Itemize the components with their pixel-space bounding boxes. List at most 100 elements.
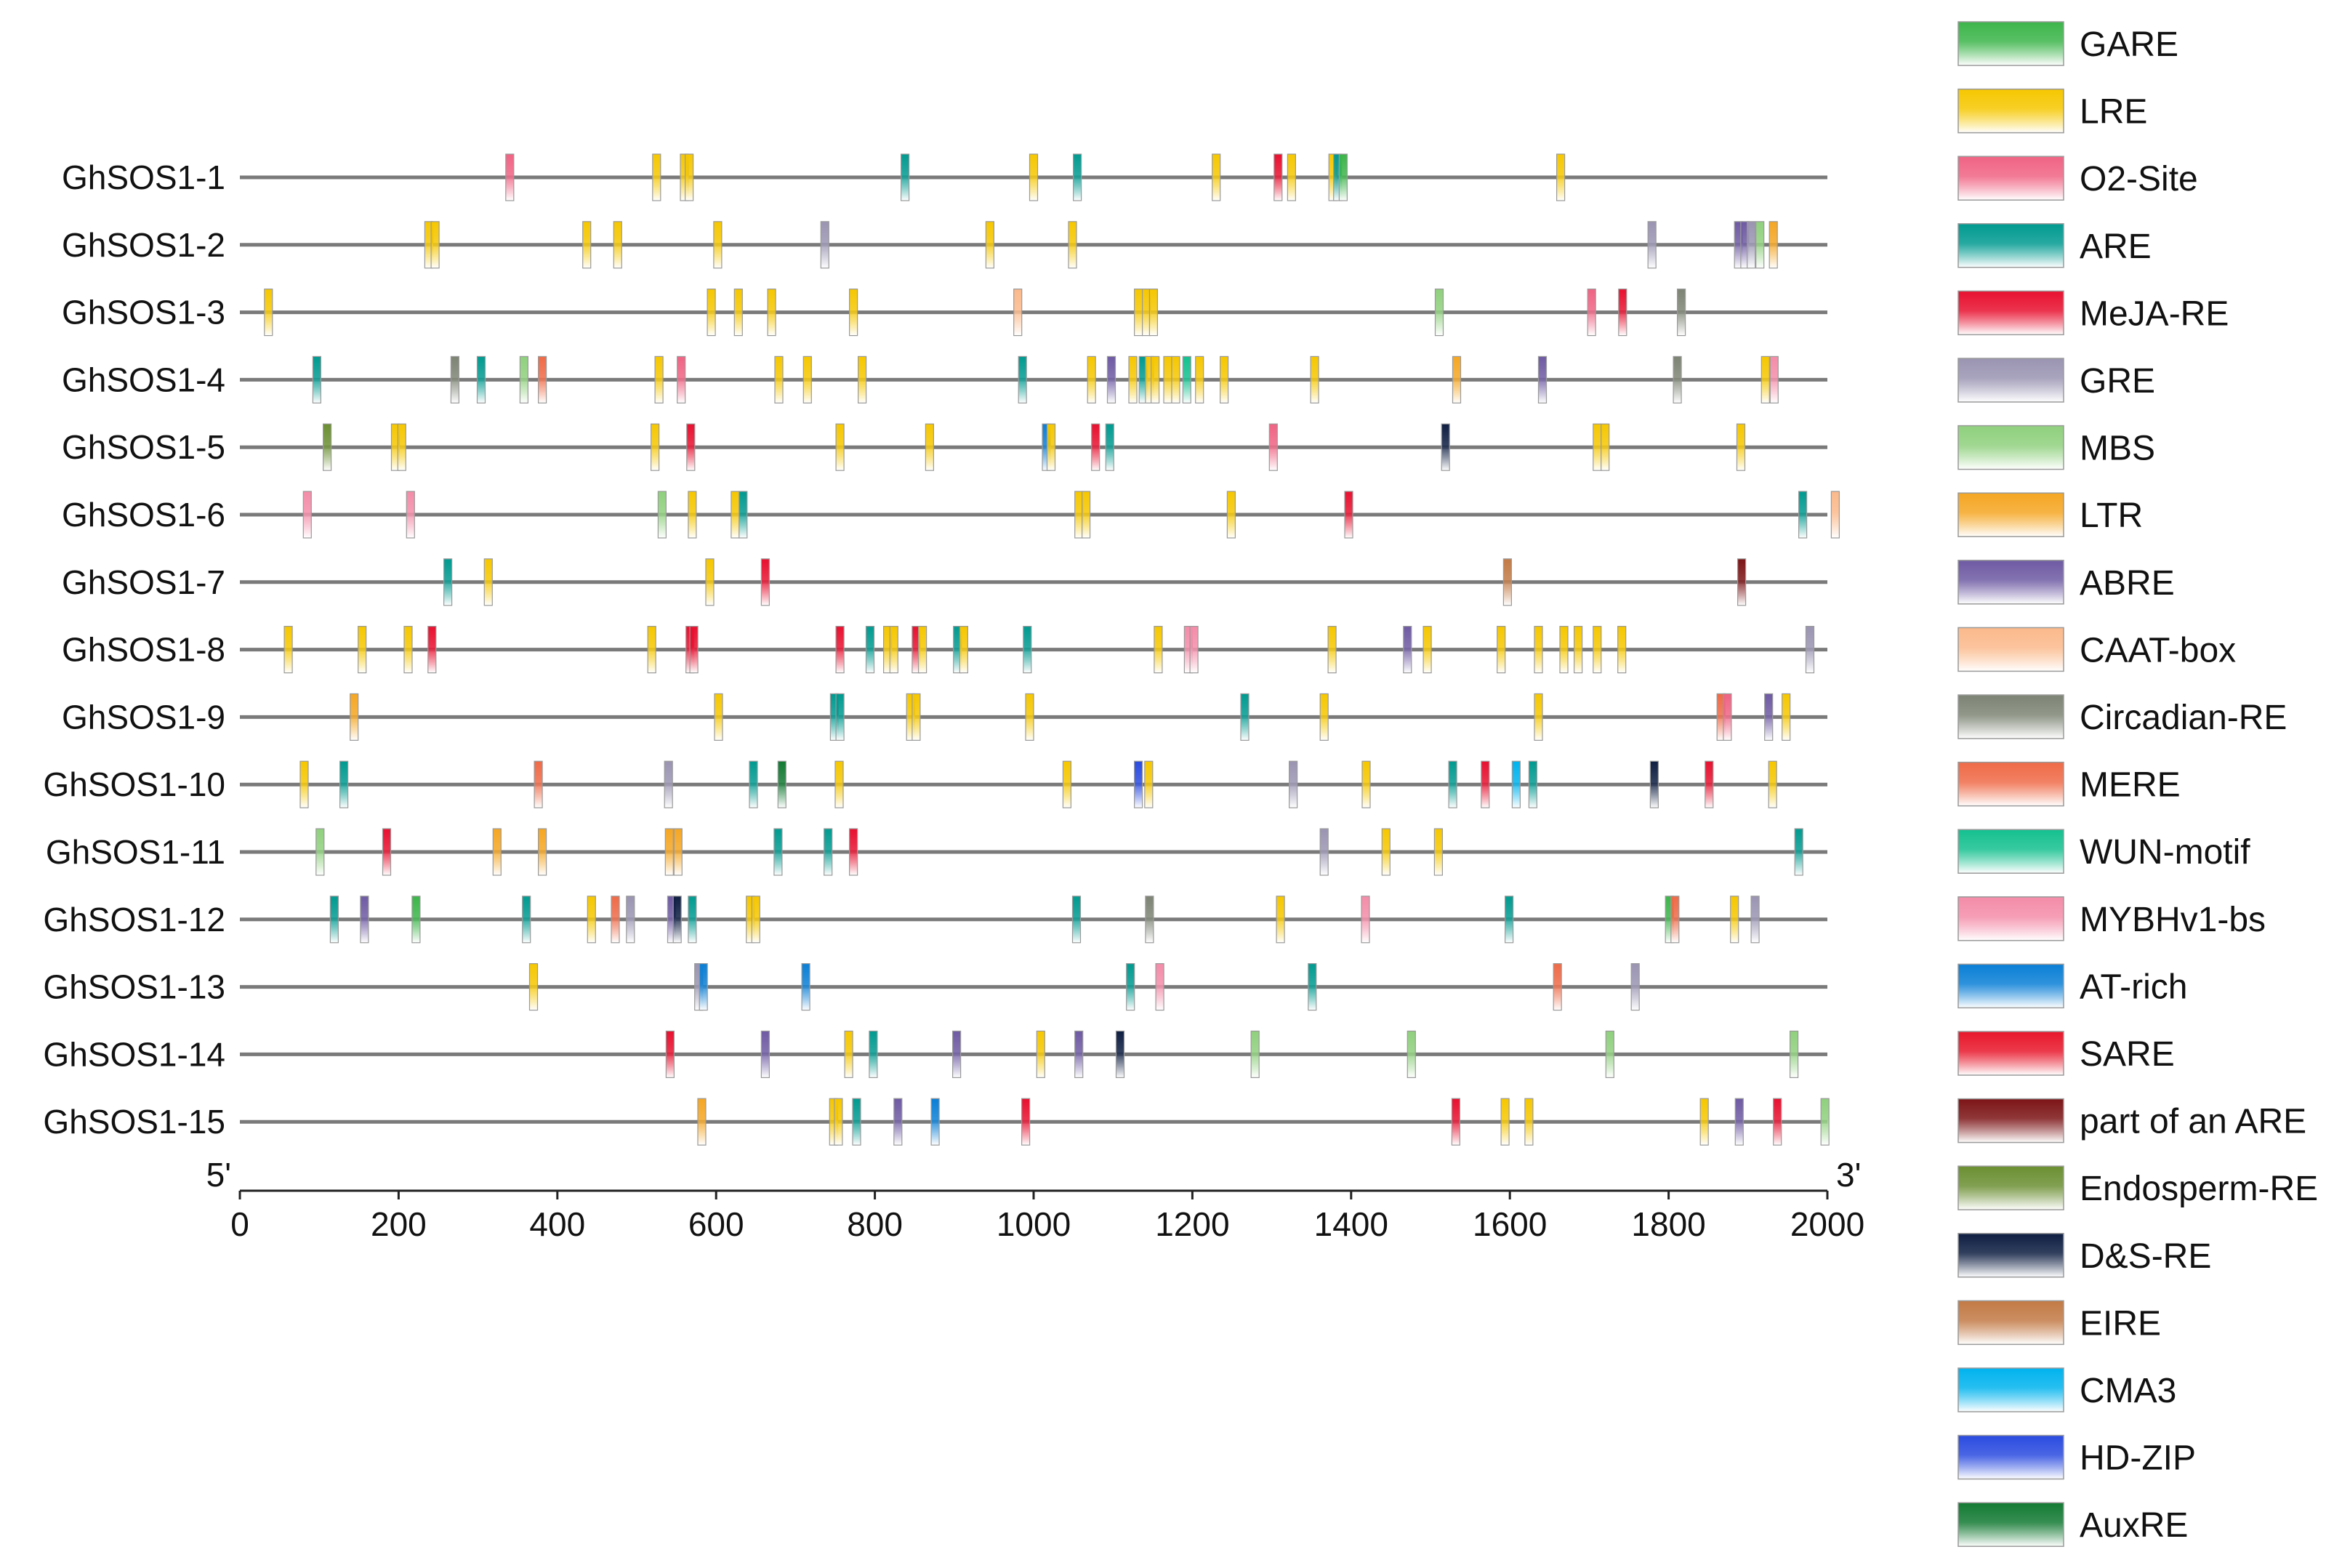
element-mark-gre: GRE @ 1758 bbox=[1630, 962, 1640, 1011]
legend-item-lre: LRE bbox=[1957, 88, 2147, 134]
element-mark-meja-re: MeJA-RE @ 1397 bbox=[1344, 491, 1353, 539]
gene-label: GhSOS1-10 bbox=[43, 765, 225, 803]
legend-label: MeJA-RE bbox=[2080, 294, 2229, 333]
element-mark-are: ARE @ 838 bbox=[900, 153, 910, 201]
legend-item-abre: ABRE bbox=[1957, 560, 2175, 605]
element-mark-mbs: MBS @ 1726 bbox=[1605, 1030, 1614, 1079]
gene-row-ghsos1-6: GhSOS1-6 MYBHv1-bs @ 85 MYBHv1-bs @ 215 MBS… bbox=[62, 491, 1840, 539]
element-mark-abre: ABRE @ 1926 bbox=[1764, 693, 1774, 741]
element-mark-are: ARE @ 361 bbox=[522, 896, 531, 944]
element-mark-lre: LRE @ 1720 bbox=[1601, 423, 1610, 471]
element-mark-are: ARE @ 570 bbox=[688, 896, 697, 944]
element-mark-lre: LRE @ 1510 bbox=[1433, 828, 1444, 876]
element-mark-lre: LRE @ 1496 bbox=[1422, 625, 1432, 674]
element-mark-lre: LRE @ 1594 bbox=[1500, 1098, 1510, 1146]
element-mark-lre: LRE @ 1325 bbox=[1287, 153, 1297, 201]
element-mark-lre: LRE @ 756 bbox=[835, 423, 845, 471]
element-mark-are: ARE @ 1055 bbox=[1072, 153, 1082, 201]
legend-label: MERE bbox=[2080, 766, 2181, 805]
legend-label: D&S-RE bbox=[2080, 1237, 2211, 1276]
element-mark-mbs: MBS @ 532 bbox=[657, 491, 667, 539]
element-mark-gre: GRE @ 737 bbox=[820, 221, 829, 269]
element-mark-are: ARE @ 634 bbox=[739, 491, 748, 539]
gene-label: GhSOS1-13 bbox=[43, 968, 225, 1006]
element-mark-mbs: MBS @ 101 bbox=[315, 828, 325, 876]
legend-swatch bbox=[1957, 223, 2064, 268]
legend-label: ARE bbox=[2080, 228, 2152, 266]
gene-row-ghsos1-8: GhSOS1-8 LRE @ 61 LRE @ 154 LRE @ 212 MeJA-R… bbox=[62, 625, 1827, 674]
element-mark-lre: LRE @ 566 bbox=[684, 153, 694, 201]
element-mark-ltr: LTR @ 381 bbox=[537, 828, 547, 876]
element-mark-lre: LRE @ 212 bbox=[403, 625, 413, 674]
element-mark-lre: LRE @ 443 bbox=[587, 896, 596, 944]
legend-item-endosperm-re: Endosperm-RE bbox=[1957, 1165, 2318, 1210]
legend-swatch bbox=[1957, 1502, 2064, 1547]
gene-row-ghsos1-15: GhSOS1-15LTR @ 582LRE @ 748LRE @ 754ARE … bbox=[43, 1098, 1830, 1146]
legend-swatch bbox=[1957, 627, 2064, 672]
element-mark-o2-site: O2-Site @ 556 bbox=[677, 355, 686, 403]
gene-row-ghsos1-14: GhSOS1-14 MeJA-RE @ 542 ABRE @ 662 LRE @ 76… bbox=[43, 1030, 1827, 1079]
legend-item-at-rich: AT-rich bbox=[1957, 963, 2187, 1009]
element-mark-gre: GRE @ 492 bbox=[626, 896, 635, 944]
element-mark-o2-site: O2-Site @ 1874 bbox=[1723, 693, 1732, 741]
legend-item-auxre: AuxRE bbox=[1957, 1502, 2188, 1547]
element-mark-circadian-re: Circadian-RE @ 271 bbox=[450, 355, 460, 403]
element-mark-mybhv1-bs: MYBHv1-bs @ 1202 bbox=[1189, 625, 1199, 674]
element-mark-lre: LRE @ 1376 bbox=[1327, 625, 1337, 674]
legend-swatch bbox=[1957, 1367, 2064, 1412]
element-mark-mybhv1-bs: MYBHv1-bs @ 1933 bbox=[1769, 355, 1779, 403]
legend-swatch bbox=[1957, 358, 2064, 403]
element-mark-ltr: LTR @ 144 bbox=[350, 693, 359, 741]
element-mark-are: ARE @ 794 bbox=[865, 625, 875, 674]
gene-row-ghsos1-10: GhSOS1-10 LRE @ 81 ARE @ 131 MERE @ 376 GRE … bbox=[43, 760, 1827, 808]
element-mark-gre: GRE @ 540 bbox=[664, 760, 673, 808]
element-mark-are: ARE @ 1528 bbox=[1448, 760, 1457, 808]
gene-label: GhSOS1-3 bbox=[62, 294, 225, 331]
element-mark-lre: LRE @ 1153 bbox=[1150, 355, 1160, 403]
element-mark-lre: LRE @ 81 bbox=[299, 760, 309, 808]
element-mark-lre: LRE @ 1636 bbox=[1534, 693, 1543, 741]
element-mark-lre: LRE @ 1948 bbox=[1782, 693, 1791, 741]
legend-label: WUN-motif bbox=[2080, 833, 2250, 872]
element-mark-meja-re: MeJA-RE @ 242 bbox=[427, 625, 437, 674]
element-mark-lre: LRE @ 525 bbox=[652, 153, 661, 201]
element-mark-meja-re: MeJA-RE @ 1937 bbox=[1773, 1098, 1782, 1146]
element-mark-lre: LRE @ 1664 bbox=[1556, 153, 1566, 201]
element-mark-ltr: LTR @ 1932 bbox=[1768, 221, 1778, 269]
element-mark-lre: LRE @ 670 bbox=[767, 289, 776, 337]
element-mark-auxre: AuxRE @ 683 bbox=[777, 760, 786, 808]
element-mark-cma3: CMA3 @ 1608 bbox=[1511, 760, 1521, 808]
element-mark-lre: LRE @ 246 bbox=[430, 221, 440, 269]
gene-row-ghsos1-4: GhSOS1-4 ARE @ 97 Circadian-RE @ 271 ARE @ … bbox=[62, 355, 1827, 403]
element-mark-mere: MERE @ 381 bbox=[537, 355, 547, 403]
legend-label: SARE bbox=[2080, 1035, 2175, 1074]
element-mark-mybhv1-bs: MYBHv1-bs @ 1159 bbox=[1155, 962, 1164, 1011]
element-mark-circadian-re: Circadian-RE @ 1146 bbox=[1145, 896, 1154, 944]
gene-row-ghsos1-7: GhSOS1-7 ARE @ 262 LRE @ 313 LRE @ 592 MeJA-… bbox=[62, 558, 1827, 606]
element-mark-mere: MERE @ 473 bbox=[611, 896, 620, 944]
element-mark-lre: LRE @ 313 bbox=[483, 558, 493, 606]
element-mark-lre: LRE @ 852 bbox=[912, 693, 921, 741]
element-mark-lre: LRE @ 715 bbox=[802, 355, 812, 403]
element-mark-gre: GRE @ 1779 bbox=[1647, 221, 1657, 269]
gene-label: GhSOS1-1 bbox=[62, 158, 225, 196]
gene-row-ghsos1-13: GhSOS1-13LRE @ 370GRE @ 578AT-rich @ 584… bbox=[43, 962, 1827, 1011]
element-mark-lre: LRE @ 995 bbox=[1025, 693, 1034, 741]
element-mark-lre: LRE @ 1366 bbox=[1319, 693, 1329, 741]
element-mark-are: ARE @ 1599 bbox=[1505, 896, 1514, 944]
gene-label: GhSOS1-11 bbox=[46, 833, 225, 871]
legend-swatch bbox=[1957, 1434, 2064, 1480]
legend-item-meja-re: MeJA-RE bbox=[1957, 290, 2229, 336]
element-mark-mere: MERE @ 1660 bbox=[1553, 962, 1562, 1011]
element-mark-o2-site: O2-Site @ 1703 bbox=[1587, 289, 1596, 337]
element-mark-mbs: MBS @ 1958 bbox=[1790, 1030, 1799, 1079]
element-mark-lre: LRE @ 476 bbox=[613, 221, 622, 269]
legend-swatch bbox=[1957, 492, 2064, 537]
element-mark-meja-re: MeJA-RE @ 1308 bbox=[1273, 153, 1283, 201]
x-tick-label: 1000 bbox=[997, 1205, 1071, 1243]
gene-row-ghsos1-2: GhSOS1-2LRE @ 238LRE @ 246LRE @ 437LRE @… bbox=[62, 221, 1827, 269]
element-mark-lre: LRE @ 1132 bbox=[1133, 289, 1143, 337]
element-mark-lre: LRE @ 1169 bbox=[1163, 355, 1172, 403]
legend-item-gre: GRE bbox=[1957, 358, 2155, 403]
